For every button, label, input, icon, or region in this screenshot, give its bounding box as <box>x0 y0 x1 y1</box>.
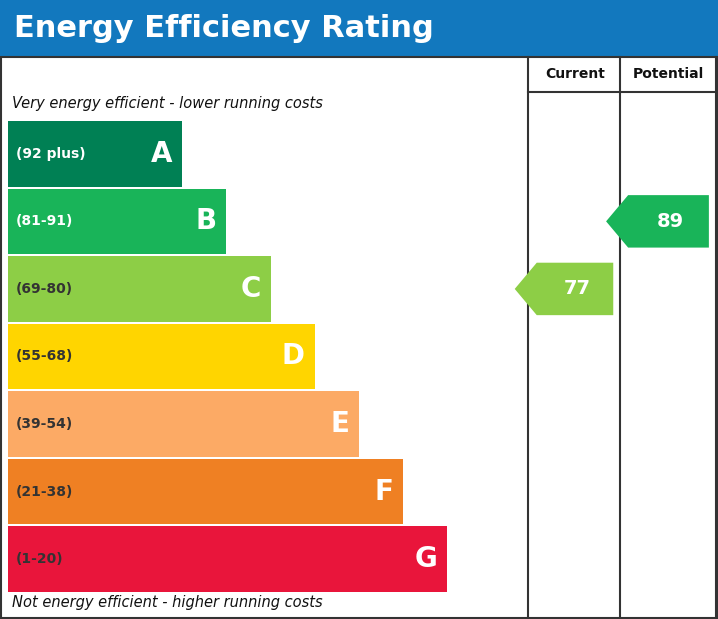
Bar <box>8 391 359 457</box>
Text: (21-38): (21-38) <box>16 485 73 499</box>
Text: A: A <box>151 140 172 168</box>
Polygon shape <box>606 195 709 248</box>
Text: D: D <box>281 342 305 371</box>
Polygon shape <box>515 262 613 315</box>
Bar <box>0 0 718 57</box>
Text: Energy Efficiency Rating: Energy Efficiency Rating <box>14 14 434 43</box>
Text: C: C <box>241 275 261 303</box>
Bar <box>8 459 404 524</box>
Text: Not energy efficient - higher running costs: Not energy efficient - higher running co… <box>12 595 322 610</box>
Bar <box>8 324 314 389</box>
Text: F: F <box>374 478 393 506</box>
Text: (81-91): (81-91) <box>16 214 73 228</box>
Text: 77: 77 <box>564 279 590 298</box>
Text: B: B <box>195 207 216 235</box>
Text: (92 plus): (92 plus) <box>16 147 85 161</box>
Text: (39-54): (39-54) <box>16 417 73 431</box>
Bar <box>8 256 271 322</box>
Text: 89: 89 <box>657 212 684 231</box>
Text: Potential: Potential <box>633 67 704 82</box>
Text: (55-68): (55-68) <box>16 350 73 363</box>
Text: Current: Current <box>545 67 605 82</box>
Bar <box>8 189 226 254</box>
Text: E: E <box>330 410 349 438</box>
Text: (69-80): (69-80) <box>16 282 73 296</box>
Text: Very energy efficient - lower running costs: Very energy efficient - lower running co… <box>12 96 323 111</box>
Text: (1-20): (1-20) <box>16 552 64 566</box>
Bar <box>8 526 447 592</box>
Bar <box>8 121 182 186</box>
Text: G: G <box>415 545 437 573</box>
